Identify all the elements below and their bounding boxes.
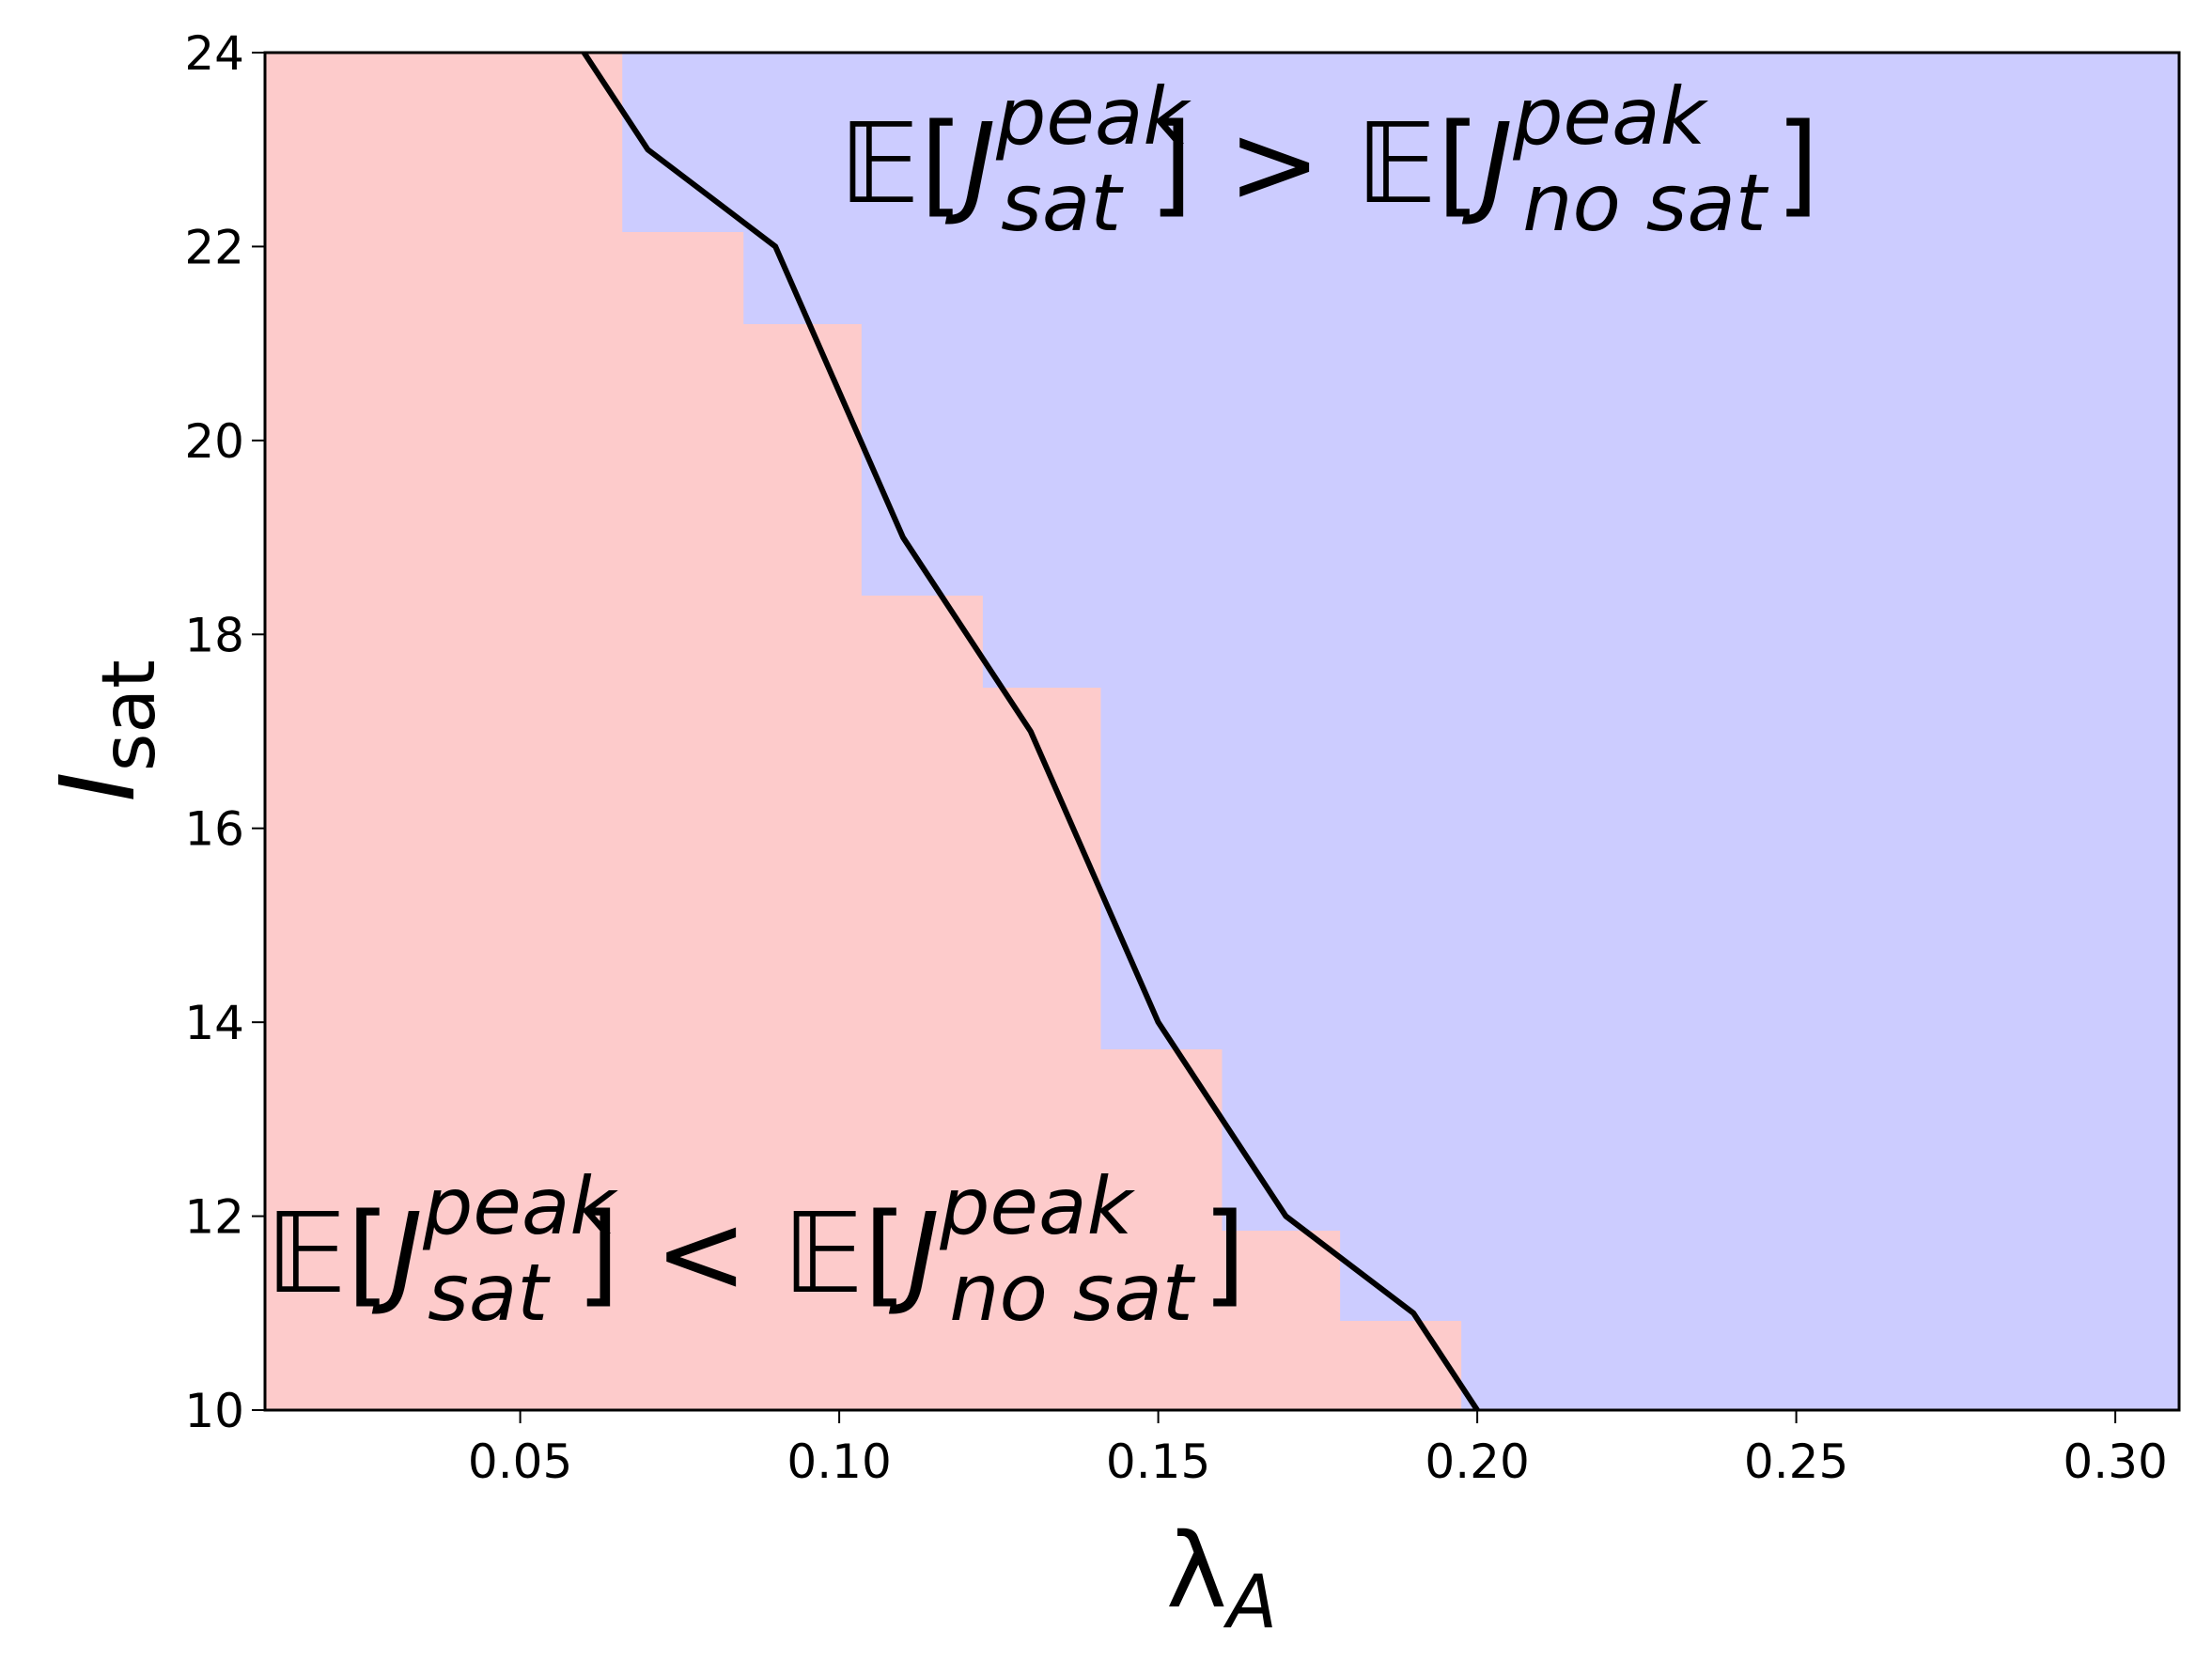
y-tick-label: 18 xyxy=(184,608,244,662)
y-tick-label: 16 xyxy=(184,802,244,857)
x-tick-label: 0.05 xyxy=(468,1435,572,1489)
x-axis-label: λA xyxy=(1166,1511,1277,1645)
y-axis-label: Isat xyxy=(38,659,172,801)
plot-frame xyxy=(263,51,2181,1412)
boundary-line xyxy=(581,51,1480,1412)
y-tick-label: 12 xyxy=(184,1190,244,1245)
x-tick-label: 0.10 xyxy=(787,1435,891,1489)
y-tick-label: 10 xyxy=(184,1384,244,1438)
y-tick-label: 20 xyxy=(184,414,244,469)
x-tick-label: 0.20 xyxy=(1425,1435,1529,1489)
x-tick-label: 0.25 xyxy=(1744,1435,1848,1489)
x-tick-label: 0.15 xyxy=(1106,1435,1210,1489)
y-tick-label: 14 xyxy=(184,996,244,1050)
lower-region xyxy=(265,53,1462,1410)
y-tick-label: 22 xyxy=(184,220,244,274)
y-tick-label: 24 xyxy=(184,26,244,81)
x-tick-label: 0.30 xyxy=(2063,1435,2167,1489)
annotation-lower: 𝔼[Jpeak sat] < 𝔼[Jpeak no sat] xyxy=(266,1160,1246,1339)
annotation-upper: 𝔼[Jpeak sat] > 𝔼[Jpeak no sat] xyxy=(839,70,1819,249)
